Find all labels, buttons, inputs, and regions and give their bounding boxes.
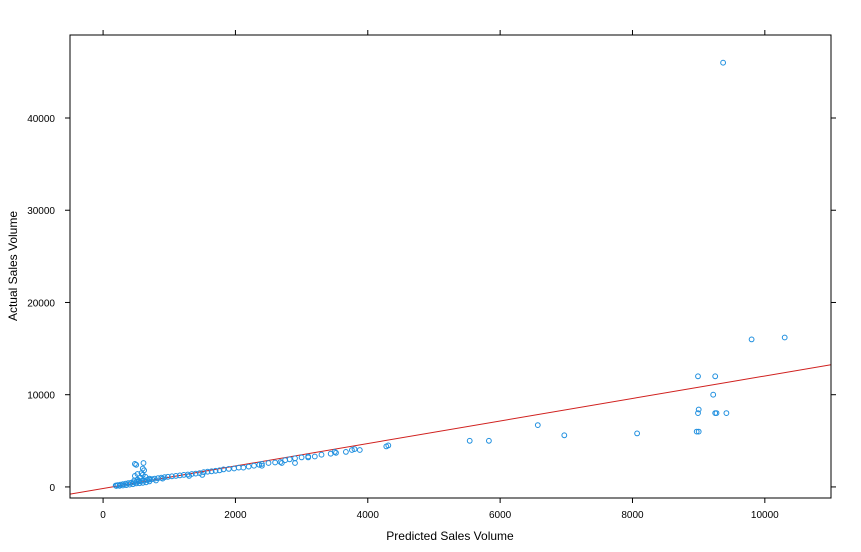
data-point bbox=[159, 475, 166, 482]
data-point bbox=[282, 457, 289, 464]
data-point bbox=[349, 447, 355, 453]
data-point bbox=[343, 449, 349, 455]
data-point bbox=[173, 473, 179, 479]
data-point bbox=[216, 467, 223, 474]
data-point bbox=[486, 437, 492, 444]
data-point bbox=[158, 474, 165, 481]
data-point bbox=[169, 473, 175, 480]
data-point bbox=[748, 336, 755, 343]
x-axis-label: Predicted Sales Volume bbox=[386, 529, 514, 543]
data-point bbox=[134, 476, 141, 483]
data-point bbox=[277, 459, 284, 465]
data-point bbox=[204, 468, 211, 475]
x-tick-label: 0 bbox=[100, 510, 106, 521]
regression-line-layer bbox=[70, 364, 831, 495]
data-point bbox=[693, 428, 700, 435]
data-point bbox=[123, 482, 130, 489]
data-point bbox=[192, 470, 199, 477]
y-tick-label: 10000 bbox=[27, 391, 55, 402]
data-point bbox=[356, 447, 363, 453]
x-tick-label: 4000 bbox=[357, 510, 380, 521]
data-point bbox=[220, 466, 227, 473]
data-point bbox=[298, 454, 305, 461]
data-point bbox=[712, 373, 719, 380]
data-point bbox=[351, 446, 358, 453]
data-point bbox=[113, 483, 120, 489]
data-point bbox=[634, 430, 640, 437]
data-points-layer bbox=[112, 59, 788, 489]
data-point bbox=[695, 428, 702, 435]
data-point bbox=[180, 472, 187, 478]
data-point bbox=[139, 472, 146, 478]
data-point bbox=[695, 406, 702, 413]
data-point bbox=[720, 59, 726, 66]
axis-ticks-layer: 0 2000 4000 6000 8000 10000 0 10000 20000 30000 40… bbox=[27, 30, 836, 521]
data-point bbox=[231, 465, 238, 472]
data-point bbox=[259, 461, 265, 467]
data-point bbox=[140, 460, 147, 466]
x-tick-label: 6000 bbox=[489, 510, 512, 521]
data-point bbox=[561, 432, 568, 439]
data-point bbox=[126, 481, 133, 488]
y-tick-label: 30000 bbox=[27, 206, 55, 217]
data-point bbox=[272, 459, 279, 466]
data-point bbox=[333, 449, 339, 456]
data-point bbox=[146, 475, 153, 482]
data-point bbox=[133, 461, 140, 468]
data-point bbox=[186, 473, 193, 479]
data-point bbox=[305, 454, 312, 461]
data-point bbox=[146, 478, 153, 485]
data-point bbox=[466, 437, 473, 444]
y-tick-label: 20000 bbox=[27, 298, 55, 309]
data-point bbox=[199, 472, 206, 478]
data-point bbox=[259, 462, 265, 469]
data-point bbox=[256, 461, 263, 468]
data-point bbox=[165, 473, 171, 480]
data-point bbox=[120, 482, 126, 489]
data-point bbox=[695, 410, 701, 417]
data-point bbox=[251, 462, 257, 469]
x-tick-label: 2000 bbox=[224, 510, 247, 521]
y-axis-label: Actual Sales Volume bbox=[6, 211, 20, 321]
data-point bbox=[278, 460, 285, 466]
data-point bbox=[292, 460, 298, 466]
data-point bbox=[723, 410, 730, 417]
data-point bbox=[132, 461, 138, 467]
data-point bbox=[225, 466, 232, 472]
plot-frame bbox=[69, 34, 832, 499]
data-point bbox=[534, 422, 541, 429]
y-tick-label: 0 bbox=[49, 483, 55, 494]
regression-line bbox=[70, 364, 831, 495]
x-tick-label: 8000 bbox=[621, 510, 644, 521]
data-point bbox=[208, 468, 215, 475]
y-tick-label: 40000 bbox=[27, 114, 55, 125]
data-point bbox=[265, 460, 272, 466]
data-point bbox=[130, 481, 136, 488]
data-point bbox=[331, 449, 338, 455]
data-point bbox=[710, 391, 717, 398]
data-point bbox=[245, 463, 252, 470]
data-point bbox=[212, 467, 219, 474]
data-point bbox=[153, 477, 159, 484]
data-point bbox=[713, 410, 720, 417]
data-point bbox=[176, 472, 183, 479]
data-point bbox=[184, 471, 191, 478]
data-point bbox=[135, 478, 142, 484]
data-point bbox=[781, 334, 788, 341]
data-point bbox=[318, 451, 325, 458]
x-tick-label: 10000 bbox=[751, 510, 779, 521]
data-point bbox=[385, 442, 392, 449]
data-point bbox=[695, 373, 701, 380]
data-point bbox=[311, 453, 318, 460]
data-point bbox=[143, 479, 150, 486]
data-point bbox=[116, 482, 123, 489]
